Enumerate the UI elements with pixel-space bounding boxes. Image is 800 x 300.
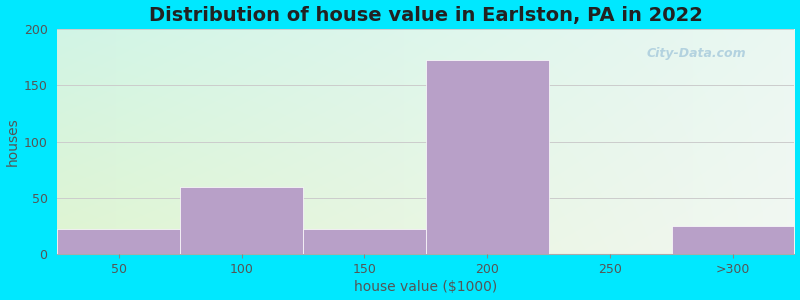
Bar xyxy=(426,60,549,254)
X-axis label: house value ($1000): house value ($1000) xyxy=(354,280,498,294)
Y-axis label: houses: houses xyxy=(6,117,19,166)
Title: Distribution of house value in Earlston, PA in 2022: Distribution of house value in Earlston,… xyxy=(149,6,703,25)
Bar xyxy=(303,230,426,254)
Bar xyxy=(671,226,794,254)
Bar xyxy=(180,187,303,254)
Text: City-Data.com: City-Data.com xyxy=(647,47,746,60)
Bar xyxy=(58,230,180,254)
